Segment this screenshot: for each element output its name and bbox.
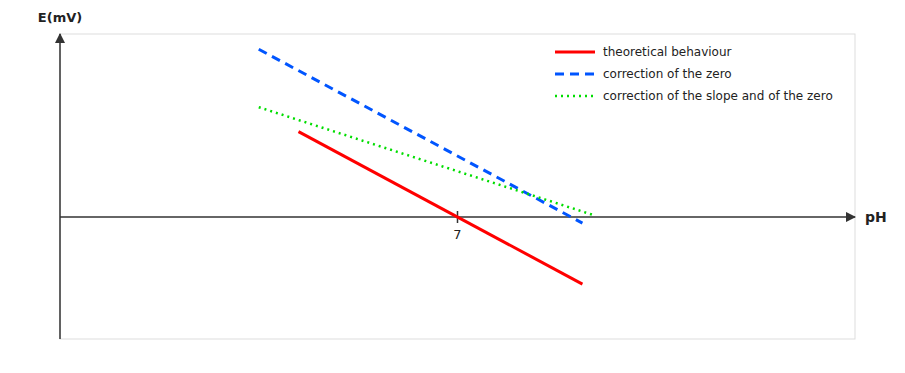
x-axis-label: pH [865,209,887,225]
series-line [259,107,594,215]
legend-label: theoretical behaviour [603,45,732,59]
y-axis-label: E(mV) [38,10,82,25]
x-tick-label: 7 [453,227,461,242]
legend-swatch [555,95,595,98]
legend-swatch [555,51,595,54]
series-line [299,132,583,285]
plot-frame [60,34,855,339]
lines [259,49,594,284]
legend-label: correction of the zero [603,67,732,81]
y-axis [59,34,61,339]
legend-swatch [555,73,595,76]
legend-label: correction of the slope and of the zero [603,89,833,103]
legend: theoretical behaviour correction of the z… [555,45,833,103]
